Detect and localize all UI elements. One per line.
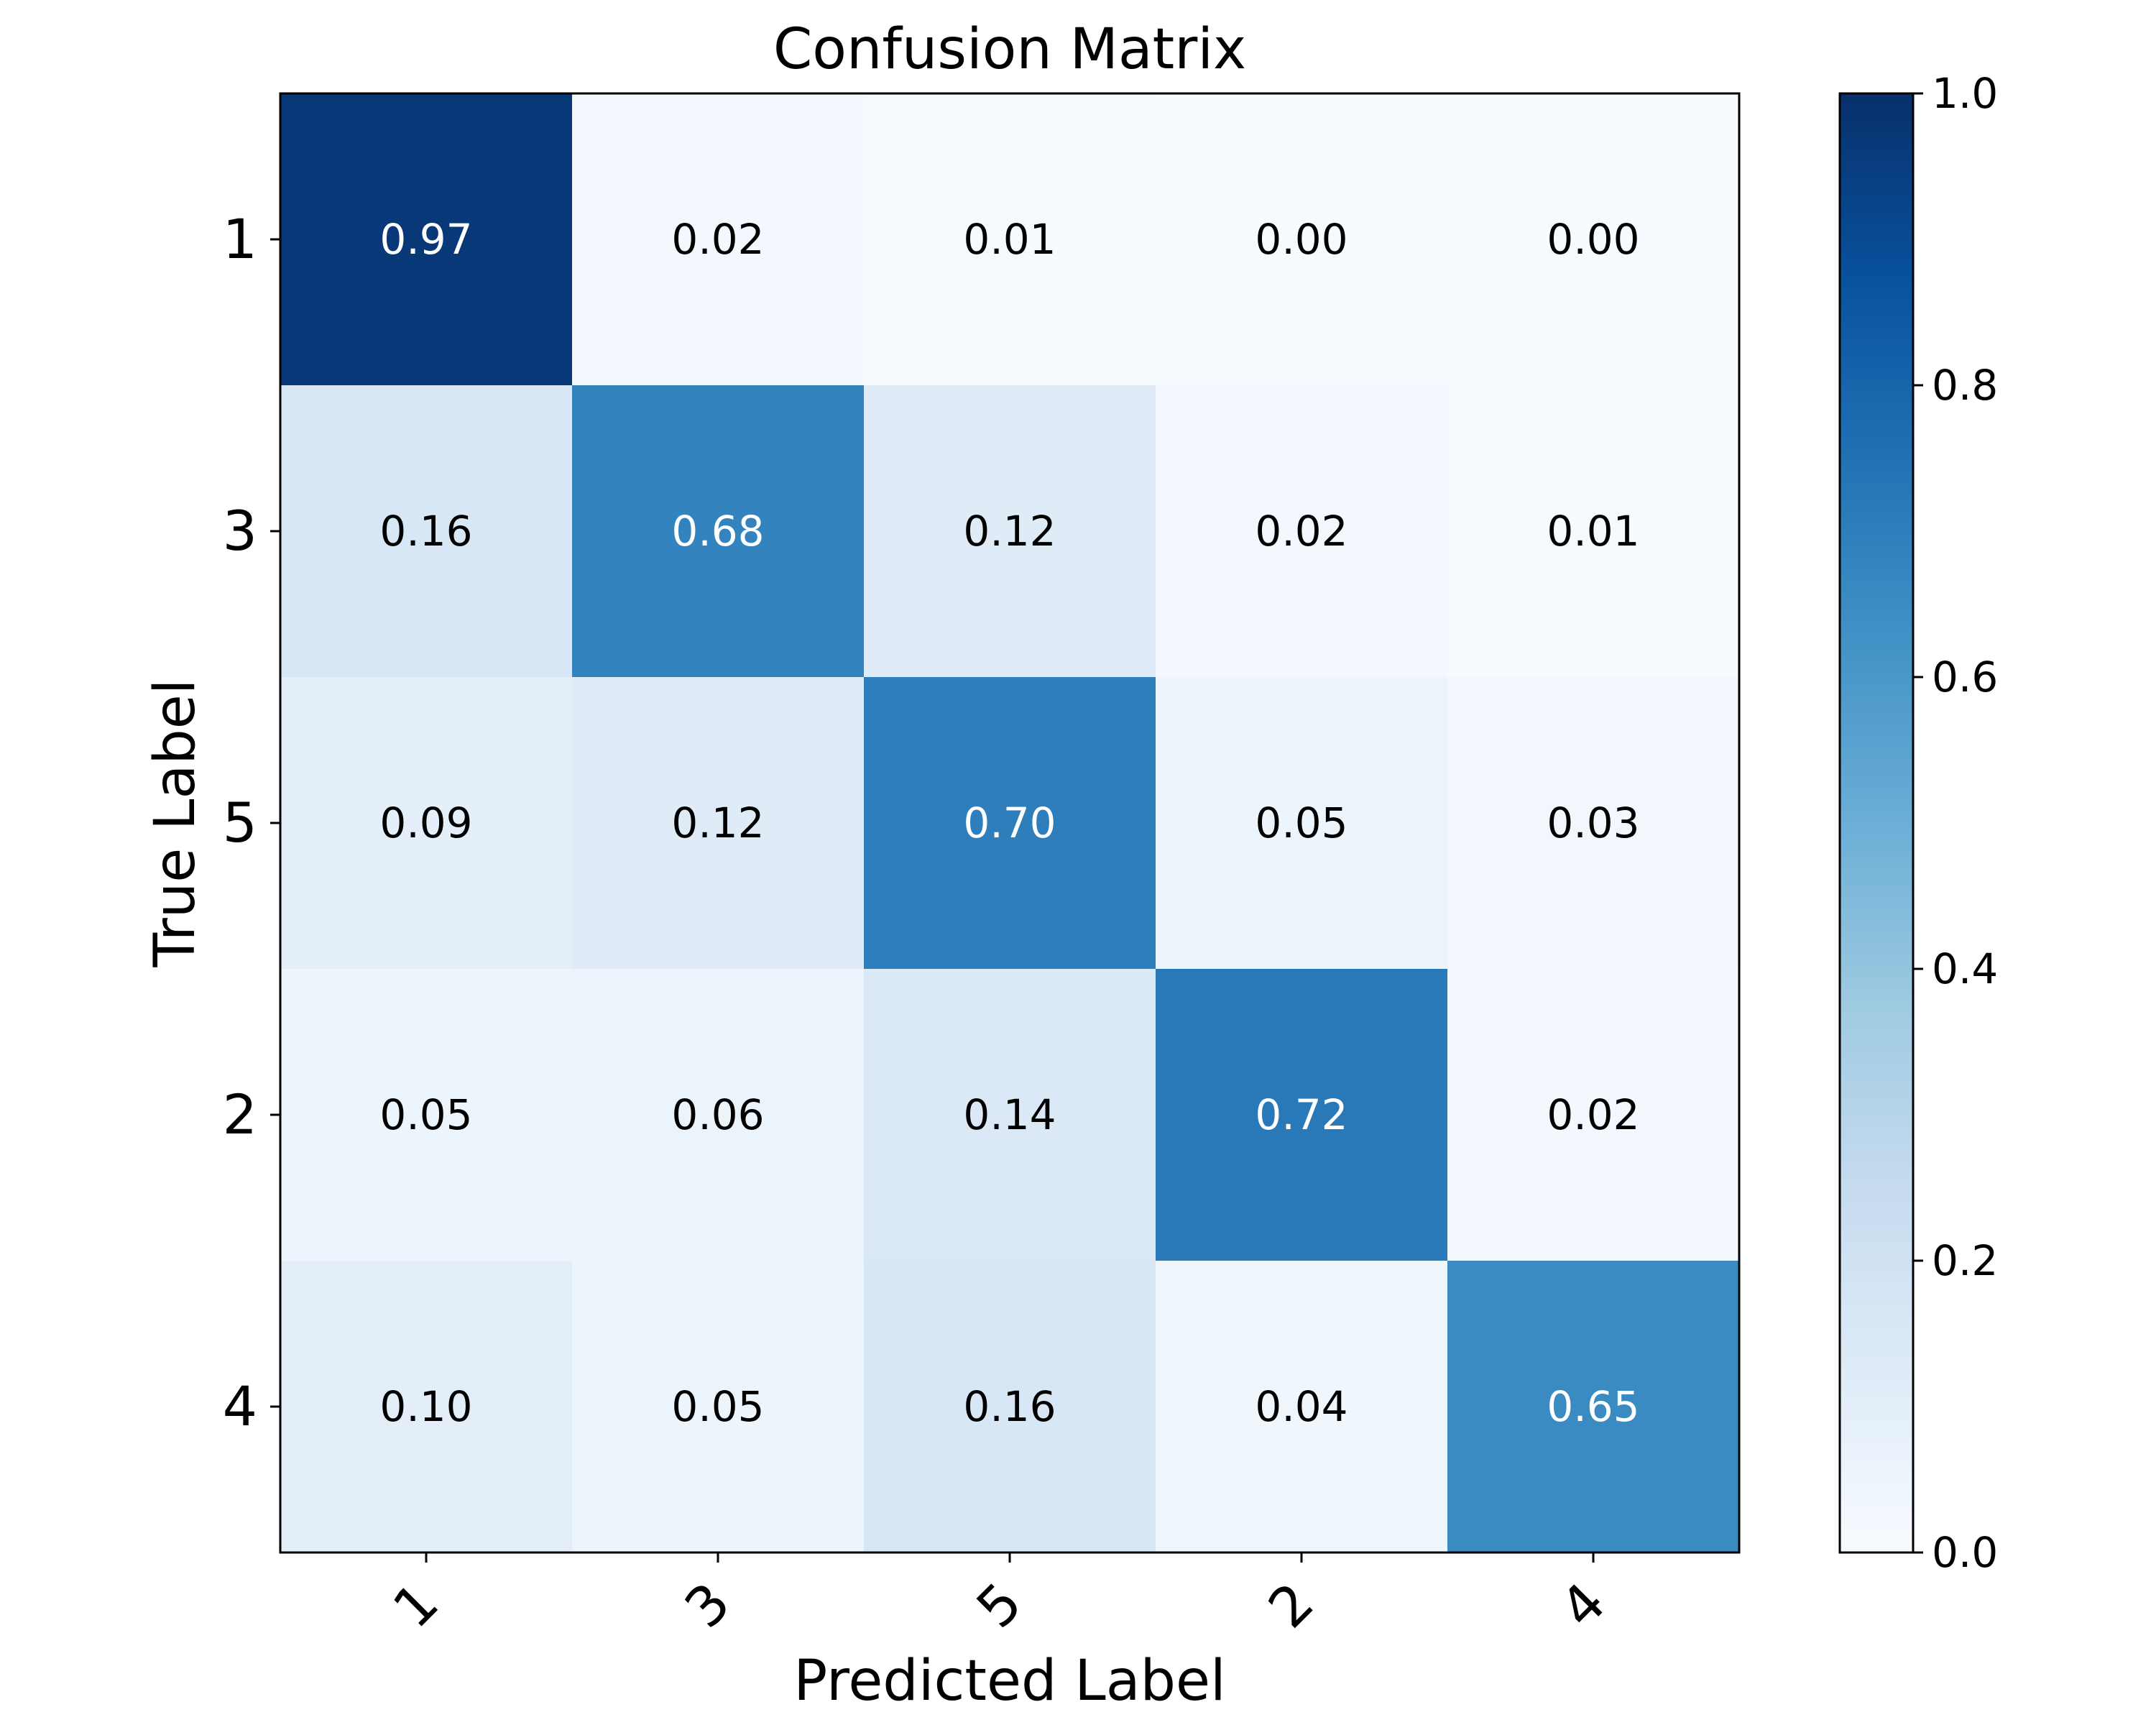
cell-value-label: 0.14 xyxy=(963,1090,1056,1139)
heatmap-cell xyxy=(280,677,573,970)
heatmap-cell xyxy=(1156,93,1448,386)
cell-value-label: 0.02 xyxy=(671,215,764,264)
heatmap-cell xyxy=(280,969,573,1261)
heatmap-cell xyxy=(864,969,1156,1261)
cell-value-label: 0.02 xyxy=(1547,1090,1639,1139)
y-tick-label: 3 xyxy=(223,499,257,563)
cell-value-label: 0.03 xyxy=(1547,799,1639,847)
cell-value-label: 0.12 xyxy=(963,507,1056,556)
heatmap-cell xyxy=(864,385,1156,678)
colorbar-tick-label: 1.0 xyxy=(1932,69,1998,118)
heatmap-cell xyxy=(1447,969,1740,1261)
x-axis-label: Predicted Label xyxy=(793,1649,1225,1714)
cell-value-label: 0.97 xyxy=(379,215,472,264)
cell-value-label: 0.06 xyxy=(671,1090,764,1139)
chart-title: Confusion Matrix xyxy=(773,17,1246,82)
colorbar-tick-label: 0.4 xyxy=(1932,944,1998,993)
heatmap-cell xyxy=(572,677,865,970)
y-axis-ticks: 1 3 5 2 4 xyxy=(223,207,280,1438)
cell-value-label: 0.70 xyxy=(963,799,1056,847)
cell-value-label: 0.68 xyxy=(671,507,764,556)
heatmap-cell xyxy=(1156,969,1448,1261)
cell-value-label: 0.05 xyxy=(671,1382,764,1431)
cell-value-label: 0.05 xyxy=(379,1090,472,1139)
heatmap-cell xyxy=(1156,677,1448,970)
cell-value-label: 0.10 xyxy=(379,1382,472,1431)
heatmap-cell xyxy=(1447,385,1740,678)
colorbar-ticks: 0.0 0.2 0.4 0.6 0.8 1.0 xyxy=(1913,69,1998,1577)
heatmap-cell xyxy=(1156,1261,1448,1553)
cell-value-label: 0.12 xyxy=(671,799,764,847)
colorbar xyxy=(1838,92,1915,1554)
heatmap-cell xyxy=(1447,1261,1740,1553)
heatmap-cells xyxy=(280,93,1740,1553)
y-tick-label: 1 xyxy=(223,207,257,271)
heatmap-cell xyxy=(572,1261,865,1553)
heatmap-cell xyxy=(280,385,573,678)
heatmap-cell xyxy=(1447,93,1740,386)
heatmap-cell xyxy=(864,1261,1156,1553)
cell-value-label: 0.04 xyxy=(1255,1382,1348,1431)
cell-value-label: 0.09 xyxy=(379,799,472,847)
heatmap-cell xyxy=(864,677,1156,970)
cell-value-label: 0.01 xyxy=(963,215,1056,264)
heatmap-cell xyxy=(572,385,865,678)
cell-value-label: 0.16 xyxy=(379,507,472,556)
heatmap-cell xyxy=(1447,677,1740,970)
cell-value-label: 0.00 xyxy=(1255,215,1348,264)
y-tick-label: 4 xyxy=(223,1374,257,1438)
heatmap-cell xyxy=(864,93,1156,386)
y-tick-label: 2 xyxy=(223,1082,257,1146)
cell-value-label: 0.00 xyxy=(1547,215,1639,264)
heatmap-cell xyxy=(572,969,865,1261)
cell-value-label: 0.01 xyxy=(1547,507,1639,556)
cell-value-label: 0.02 xyxy=(1255,507,1348,556)
heatmap-cell xyxy=(280,93,573,386)
colorbar-tick-label: 0.6 xyxy=(1932,653,1998,702)
heatmap-cell-labels: 0.97 0.02 0.01 0.00 0.00 0.16 0.68 0.12 0.02 0.01… xyxy=(379,215,1639,1431)
colorbar-tick-label: 0.2 xyxy=(1932,1236,1998,1285)
y-axis-label: True Label xyxy=(143,679,208,968)
heatmap-cell xyxy=(280,1261,573,1553)
cell-value-label: 0.05 xyxy=(1255,799,1348,847)
cell-value-label: 0.72 xyxy=(1255,1090,1348,1139)
colorbar-tick-label: 0.0 xyxy=(1932,1528,1998,1577)
y-tick-label: 5 xyxy=(223,791,257,855)
heatmap-cell xyxy=(1156,385,1448,678)
cell-value-label: 0.16 xyxy=(963,1382,1056,1431)
cell-value-label: 0.65 xyxy=(1547,1382,1639,1431)
colorbar-tick-label: 0.8 xyxy=(1932,361,1998,410)
heatmap-cell xyxy=(572,93,865,386)
